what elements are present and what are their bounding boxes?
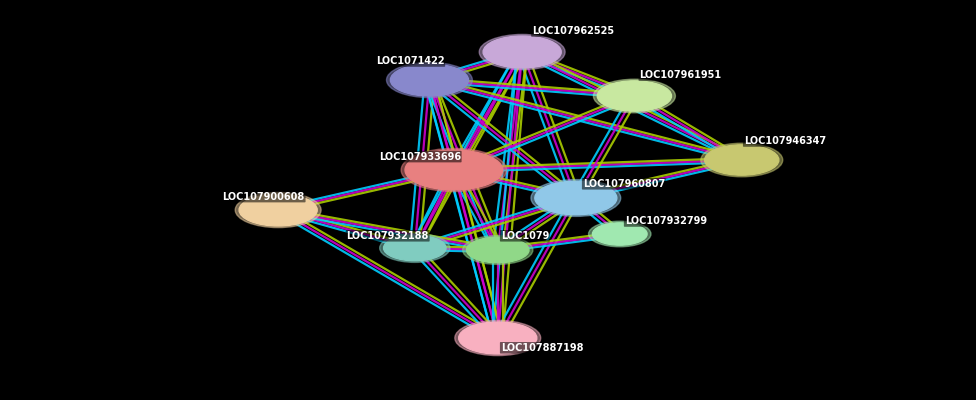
Circle shape xyxy=(405,150,503,190)
Circle shape xyxy=(535,181,617,215)
Circle shape xyxy=(384,235,446,261)
Circle shape xyxy=(705,145,779,175)
Circle shape xyxy=(592,223,647,245)
Text: LOC107946347: LOC107946347 xyxy=(744,136,826,146)
Text: LOC107960807: LOC107960807 xyxy=(583,179,665,189)
Circle shape xyxy=(455,320,541,356)
Text: LOC1071422: LOC1071422 xyxy=(376,56,444,66)
Circle shape xyxy=(390,64,468,96)
Circle shape xyxy=(463,236,533,264)
Text: LOC1079: LOC1079 xyxy=(501,231,549,241)
Text: LOC107900608: LOC107900608 xyxy=(223,192,305,202)
Text: LOC107961951: LOC107961951 xyxy=(639,70,721,80)
Circle shape xyxy=(483,36,561,68)
Circle shape xyxy=(593,79,675,113)
Circle shape xyxy=(701,143,783,177)
Circle shape xyxy=(380,234,450,262)
Circle shape xyxy=(597,81,671,111)
Text: LOC107932799: LOC107932799 xyxy=(625,216,707,226)
Text: LOC107887198: LOC107887198 xyxy=(501,343,584,353)
Circle shape xyxy=(235,192,321,228)
Circle shape xyxy=(401,148,507,192)
Text: LOC107962525: LOC107962525 xyxy=(532,26,614,36)
Circle shape xyxy=(589,221,651,247)
Circle shape xyxy=(479,34,565,70)
Circle shape xyxy=(459,322,537,354)
Circle shape xyxy=(239,194,317,226)
Circle shape xyxy=(386,62,472,98)
Text: LOC107932188: LOC107932188 xyxy=(346,231,428,241)
Text: LOC107933696: LOC107933696 xyxy=(379,152,461,162)
Circle shape xyxy=(467,237,529,263)
Circle shape xyxy=(531,180,621,216)
